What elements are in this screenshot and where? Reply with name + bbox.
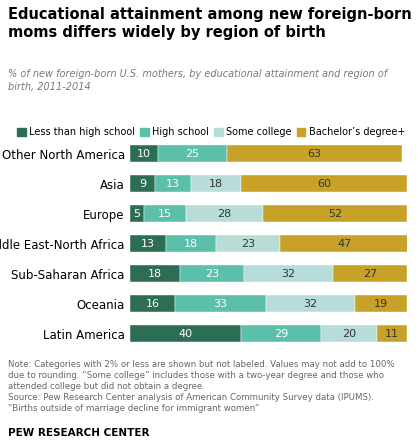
Bar <box>266 295 355 312</box>
Text: 52: 52 <box>328 209 342 219</box>
Text: 32: 32 <box>303 299 318 308</box>
Text: 60: 60 <box>317 179 331 189</box>
Text: 29: 29 <box>274 329 289 339</box>
Bar <box>241 325 321 342</box>
Legend: Less than high school, High school, Some college, Bachelor’s degree+: Less than high school, High school, Some… <box>13 123 409 141</box>
Bar <box>216 236 280 252</box>
Bar <box>130 236 166 252</box>
Text: 47: 47 <box>338 239 352 249</box>
Bar <box>241 175 407 192</box>
Text: Note: Categories with 2% or less are shown but not labeled. Values may not add t: Note: Categories with 2% or less are sho… <box>8 360 395 413</box>
Bar <box>280 236 410 252</box>
Text: 40: 40 <box>178 329 193 339</box>
Text: 18: 18 <box>184 239 198 249</box>
Text: 16: 16 <box>145 299 159 308</box>
Bar <box>180 266 244 282</box>
Bar <box>321 325 377 342</box>
Text: 18: 18 <box>148 269 162 278</box>
Bar <box>144 205 186 222</box>
Bar <box>130 266 180 282</box>
Bar <box>333 266 407 282</box>
Bar <box>186 205 263 222</box>
Bar <box>244 266 333 282</box>
Text: 33: 33 <box>213 299 227 308</box>
Text: 23: 23 <box>205 269 219 278</box>
Bar <box>130 175 155 192</box>
Bar <box>263 205 407 222</box>
Bar <box>175 295 266 312</box>
Bar <box>227 145 402 162</box>
Bar <box>377 325 407 342</box>
Text: 25: 25 <box>186 148 200 159</box>
Text: 32: 32 <box>281 269 295 278</box>
Bar <box>155 175 191 192</box>
Text: PEW RESEARCH CENTER: PEW RESEARCH CENTER <box>8 428 150 438</box>
Bar <box>166 236 216 252</box>
Text: 19: 19 <box>374 299 388 308</box>
Text: 63: 63 <box>307 148 322 159</box>
Text: 10: 10 <box>137 148 151 159</box>
Text: 11: 11 <box>385 329 399 339</box>
Text: 5: 5 <box>134 209 141 219</box>
Text: 28: 28 <box>217 209 231 219</box>
Text: Educational attainment among new foreign-born
moms differs widely by region of b: Educational attainment among new foreign… <box>8 7 412 40</box>
Text: 20: 20 <box>342 329 356 339</box>
Text: 18: 18 <box>209 179 223 189</box>
Bar <box>130 325 241 342</box>
Bar <box>130 145 158 162</box>
Bar <box>158 145 227 162</box>
Text: % of new foreign-born U.S. mothers, by educational attainment and region of
birt: % of new foreign-born U.S. mothers, by e… <box>8 69 388 92</box>
Text: 23: 23 <box>241 239 255 249</box>
Bar <box>355 295 407 312</box>
Text: 13: 13 <box>166 179 180 189</box>
Text: 13: 13 <box>141 239 155 249</box>
Text: 27: 27 <box>363 269 377 278</box>
Bar <box>191 175 241 192</box>
Bar <box>130 205 144 222</box>
Text: 9: 9 <box>139 179 146 189</box>
Text: 15: 15 <box>158 209 172 219</box>
Bar <box>130 295 175 312</box>
